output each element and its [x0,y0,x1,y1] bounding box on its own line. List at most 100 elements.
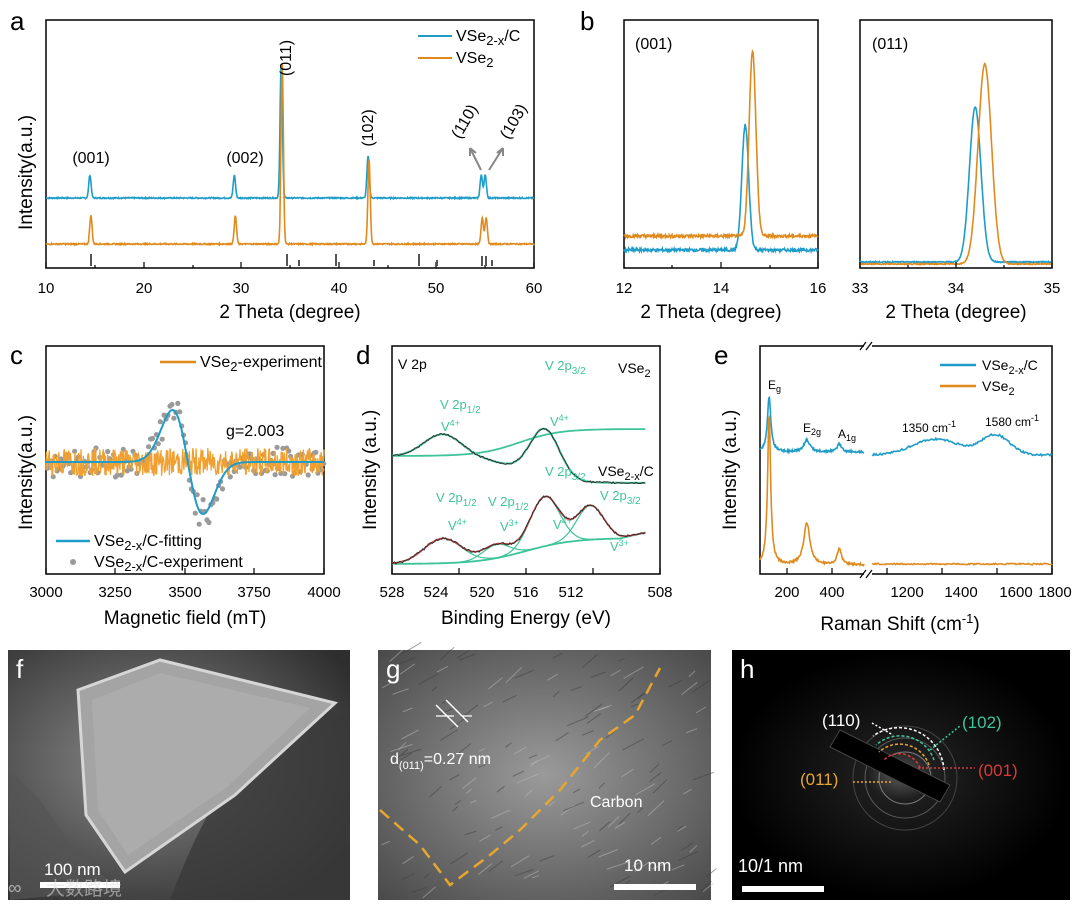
lattice-stroke [532,875,540,879]
lattice-stroke [692,679,711,693]
scatter-point [161,412,167,418]
panel-c-ylabel: Intensity(a.u.) [16,415,37,530]
lattice-stroke [423,873,430,879]
panel-a-letter: a [10,6,25,36]
lattice-stroke [677,825,687,832]
panel-b-xtick: 14 [713,280,730,297]
panel-b-xlabel-left: 2 Theta (degree) [640,302,781,323]
panel-a-legend: VSe2-x/C VSe2 [418,28,520,70]
lattice-stroke [610,669,621,677]
peak-label: (103) [497,101,530,142]
scatter-point [149,435,156,442]
annot-v2p12-bot-1: V 2p1/2 [436,490,477,509]
panel-e-xtick: 400 [819,584,844,601]
reference-pattern-ticks [90,254,493,266]
panel-c-xtick: 3250 [98,584,131,601]
series-line-vse2x-c [759,395,1053,458]
scatter-point [120,446,126,452]
lattice-stroke [618,677,635,692]
panel-c-tickmarks [45,568,325,574]
lattice-stroke [505,666,523,683]
scatter-point [272,472,278,478]
series-line-vse2 [859,62,1053,266]
lattice-stroke [381,840,390,846]
lattice-stroke [452,806,459,812]
lattice-stroke [650,836,662,846]
panel-h-scale-bar [742,886,824,892]
lattice-stroke [590,671,606,678]
lattice-stroke [491,809,511,819]
lattice-stroke [555,732,569,742]
panel-d-xtick: 528 [379,584,404,601]
lattice-stroke [514,868,534,877]
panel-d-annotations: V 2p1/2 V4+ V 2p3/2 V4+ V 2p1/2 V 2p1/2 … [436,358,641,554]
panel-b-letter: b [580,6,594,36]
lattice-stroke [651,863,664,870]
lattice-stroke [439,646,455,661]
lattice-stroke [523,870,540,879]
series-line-vse2x-c [45,64,535,201]
lattice-stroke [630,703,639,708]
lattice-stroke [496,785,505,793]
beam-stopper [829,729,951,803]
lattice-stroke [454,799,462,805]
panel-a-xticks: 10 20 30 40 50 60 [38,280,543,297]
annot-a1g: A1g [838,427,856,443]
lattice-stroke [702,882,714,892]
panel-d-ylabel: Intensity (a.u.) [360,410,381,530]
lattice-stroke [440,729,458,741]
lattice-stroke [688,670,696,678]
lattice-stroke [689,845,698,853]
ring-label-011: (011) [800,770,838,789]
lattice-stroke [422,886,436,899]
lattice-stroke [514,669,535,679]
scatter-point [157,419,163,425]
lattice-stroke [683,788,692,795]
panel-c-xtick: 3750 [237,584,270,601]
g-value-label: g=2.003 [226,423,284,440]
arrow-icon [488,147,504,171]
carbon-label: Carbon [590,794,642,811]
panel-b-xtick: 16 [810,280,827,297]
scatter-point [146,444,152,450]
scatter-point [105,448,111,455]
lattice-stroke [623,666,644,680]
annot-1580: 1580 cm-1 [985,413,1039,429]
annot-v2p32-bot-2: V 2p3/2 [600,488,641,507]
lattice-stroke [464,830,477,836]
lattice-stroke [598,849,618,858]
scatter-point [274,444,280,450]
lattice-stroke [389,649,403,662]
xps-raw-bottom [391,495,646,565]
panel-a-xtick: 60 [526,280,543,297]
panel-a-xtick: 50 [428,280,445,297]
panel-b-xtick: 12 [616,280,633,297]
lattice-stroke [470,799,477,804]
panel-d-xtick: 512 [558,584,583,601]
lattice-stroke [552,652,563,659]
lattice-stroke [389,743,413,753]
lattice-stroke [439,707,455,715]
panel-a-tickmarks [45,262,535,268]
panel-e-xtick: 1800 [1038,584,1071,601]
lattice-stroke [398,742,407,750]
annot-eg: Eg [768,378,781,394]
lattice-stroke [617,657,625,662]
lattice-stroke [402,855,414,865]
legend-swatch-experiment-points [70,559,76,565]
scatter-point [313,449,319,455]
lattice-stroke [581,830,589,837]
lattice-stroke [512,770,525,777]
panel-b-xtick: 34 [948,280,965,297]
tem-image [378,650,711,900]
scatter-point [169,401,175,408]
series-line-vse2x-c [859,105,1052,265]
lattice-stroke [598,705,609,711]
lattice-stroke [598,782,606,789]
panel-d-tickmarks [391,568,661,574]
lattice-stroke [582,654,598,668]
scatter-point [171,415,177,421]
legend-label-vse2: VSe2 [982,378,1015,398]
leader-102 [929,725,961,751]
watermark-text: 大数路境 [46,878,122,900]
